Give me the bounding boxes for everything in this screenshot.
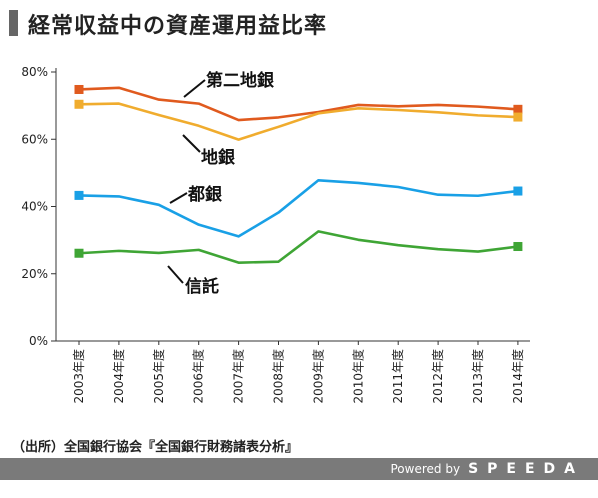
x-tick-label: 2010年度 xyxy=(350,349,365,404)
data-point-marker xyxy=(513,242,523,252)
y-tick-label: 0% xyxy=(29,334,48,348)
data-point-marker xyxy=(513,104,523,114)
x-tick-label: 2006年度 xyxy=(191,349,206,404)
x-tick-labels: 2003年度 2004年度 2005年度 2006年度 2007年度 2008年度 2009… xyxy=(71,349,525,404)
x-tick-label: 2009年度 xyxy=(310,349,325,404)
data-point-marker xyxy=(74,190,84,200)
series-label: 都銀 xyxy=(187,184,222,205)
x-tick-label: 2008年度 xyxy=(271,349,286,404)
data-point-marker xyxy=(74,84,84,94)
y-tick-label: 20% xyxy=(21,267,48,281)
data-point-marker xyxy=(513,112,523,122)
x-tick-label: 2012年度 xyxy=(430,349,445,404)
title-accent-bar xyxy=(9,10,18,36)
chart-axes xyxy=(51,68,530,345)
footer-brand: SPEEDA xyxy=(468,461,584,477)
series-label: 第二地銀 xyxy=(206,70,274,91)
series-line-1 xyxy=(77,102,520,141)
y-tick-label: 40% xyxy=(21,200,48,214)
x-tick-label: 2011年度 xyxy=(390,349,405,404)
page-title: 経常収益中の資産運用益比率 xyxy=(28,14,328,39)
series-line-0 xyxy=(77,86,520,122)
label-leader-line xyxy=(183,79,206,98)
series-lines xyxy=(77,86,520,264)
footer-credit: Powered by SPEEDA xyxy=(391,461,585,477)
label-leader-line xyxy=(182,134,201,153)
x-tick-label: 2004年度 xyxy=(111,349,126,404)
label-leader-line xyxy=(167,265,184,284)
series-label: 地銀 xyxy=(201,147,235,168)
label-leader-line xyxy=(169,192,188,204)
data-point-marker xyxy=(74,248,84,258)
x-tick-label: 2013年度 xyxy=(470,349,485,404)
data-point-marker xyxy=(513,186,523,196)
y-tick-label: 80% xyxy=(21,65,48,79)
x-tick-label: 2007年度 xyxy=(231,349,246,404)
y-tick-label: 60% xyxy=(21,132,48,146)
data-point-marker xyxy=(74,99,84,109)
x-tick-label: 2003年度 xyxy=(71,349,86,404)
series-markers xyxy=(74,84,523,258)
x-tick-label: 2014年度 xyxy=(510,349,525,404)
x-tick-label: 2005年度 xyxy=(151,349,166,404)
footer-powered-text: Powered by xyxy=(390,462,461,476)
series-line-3 xyxy=(77,230,520,264)
line-chart: 0%20%40%60%80% 2003年度 2004年度 2005年度 2006年度 2… xyxy=(21,65,530,404)
footer-bar: Powered by SPEEDA xyxy=(0,458,598,480)
source-note: （出所）全国銀行協会『全国銀行財務諸表分析』 xyxy=(12,440,299,455)
series-line-2 xyxy=(77,178,520,238)
series-label: 信託 xyxy=(185,276,219,297)
y-tick-labels: 0% 20% 40% 60% 80% xyxy=(21,65,48,348)
